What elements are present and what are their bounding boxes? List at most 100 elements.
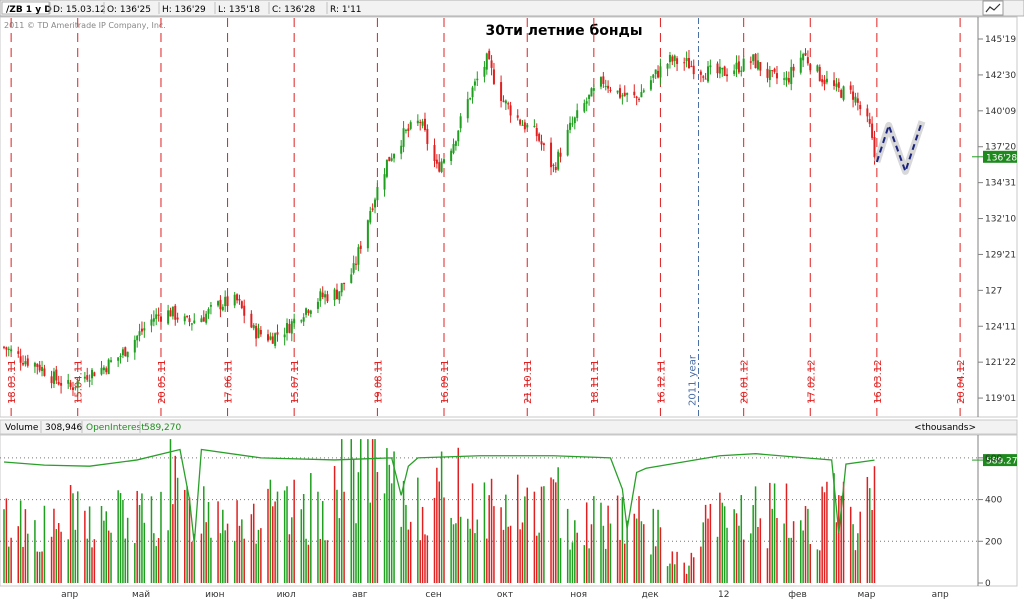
volume-bar (188, 497, 191, 583)
volume-bar (186, 486, 188, 583)
candle-body (226, 296, 229, 307)
open-interest-path (3, 448, 875, 544)
candle-body (366, 220, 369, 249)
candle-body (783, 78, 786, 80)
volume-bar (536, 535, 538, 583)
volume-bar (754, 486, 757, 583)
volume-bar (88, 506, 91, 583)
volume-bar (652, 508, 655, 583)
volume-bar (638, 496, 640, 583)
candle-body (67, 379, 70, 384)
candle-body (668, 55, 671, 63)
volume-bar (692, 557, 695, 583)
candle-body (383, 174, 386, 190)
volume-bar (55, 529, 58, 583)
candle-body (369, 211, 372, 223)
candle-body (723, 66, 726, 76)
volume-bar (10, 537, 12, 583)
volume-bar (436, 467, 438, 583)
volume-bar (505, 494, 507, 583)
month-label: июл (277, 590, 296, 599)
volume-bar (369, 502, 372, 583)
candle-body (57, 381, 60, 385)
candle-body (492, 69, 495, 84)
candle-body (136, 335, 139, 341)
volume-bar (566, 508, 569, 583)
candle-body (592, 88, 595, 91)
candle-body (749, 61, 752, 63)
volume-bar (593, 496, 595, 583)
chart-title: 30ти летние бонды (485, 23, 642, 39)
candle-body (288, 324, 291, 333)
candle-body (740, 70, 743, 72)
volume-bar (707, 518, 709, 583)
candle-body (833, 80, 836, 86)
candle-body (566, 129, 569, 156)
candle-body (559, 152, 562, 157)
volume-bar (552, 479, 555, 583)
candle-body (276, 332, 279, 335)
volume-bar (167, 530, 169, 583)
month-label: окт (497, 590, 513, 599)
candle-body (685, 58, 688, 62)
candle-body (269, 336, 272, 340)
candle-body (5, 347, 8, 350)
candle-body (305, 308, 308, 315)
volume-bar (360, 439, 362, 583)
candle-body (171, 306, 174, 317)
candle-body (259, 330, 262, 335)
price-tick-label: 137'20 (985, 143, 1016, 153)
candle-body (255, 325, 258, 339)
chart-settings-icon[interactable] (982, 0, 1004, 16)
volume-bar (502, 529, 505, 583)
header-range: R: 1'11 (330, 5, 362, 15)
header-close: C: 136'28 (272, 5, 316, 15)
candle-body (321, 292, 324, 298)
symbol-box[interactable] (1, 1, 50, 15)
volume-bar (616, 495, 619, 583)
volume-bar (50, 536, 53, 583)
candle-body (825, 78, 828, 83)
candle-body (609, 89, 612, 91)
open-interest-line: 589.27 (3, 448, 1018, 544)
candle-body (355, 263, 357, 265)
volume-bar (241, 519, 243, 583)
candle-body (309, 310, 312, 314)
volume-bar (604, 548, 607, 583)
candle-body (86, 375, 89, 380)
volume-bar (804, 506, 807, 583)
candle-body (193, 320, 196, 324)
volume-bar (773, 483, 776, 583)
volume-bar (457, 447, 460, 583)
candle-body (849, 85, 852, 90)
candle-body (673, 55, 676, 61)
candle-body (402, 128, 405, 147)
volume-bar (357, 472, 360, 583)
candle-body (454, 141, 457, 146)
candle-body (10, 349, 13, 352)
volume-bar (588, 548, 590, 583)
candle-body (290, 321, 293, 334)
candle-body (190, 323, 193, 325)
volume-bar (838, 495, 840, 583)
volume-bar (673, 564, 676, 583)
symbol-label[interactable]: /ZB 1 y D (6, 5, 52, 15)
candle-body (768, 69, 771, 80)
volume-bar (685, 573, 688, 583)
volume-bar (224, 530, 226, 583)
volume-bar (176, 477, 179, 583)
candle-body (440, 161, 443, 172)
volume-bar (19, 500, 22, 583)
candle-body (300, 320, 303, 322)
candle-body (806, 57, 809, 64)
chart-settings-icon-glyph (985, 3, 1001, 13)
volume-bar (243, 538, 245, 583)
volume-bar (716, 536, 719, 583)
candle-body (286, 323, 289, 334)
date-marker-label: 21.10.11 (523, 359, 534, 404)
candle-body (359, 245, 362, 249)
candle-body (635, 96, 638, 99)
candle-body (683, 62, 686, 64)
volume-bar (635, 518, 638, 583)
volume-bar (742, 539, 745, 583)
